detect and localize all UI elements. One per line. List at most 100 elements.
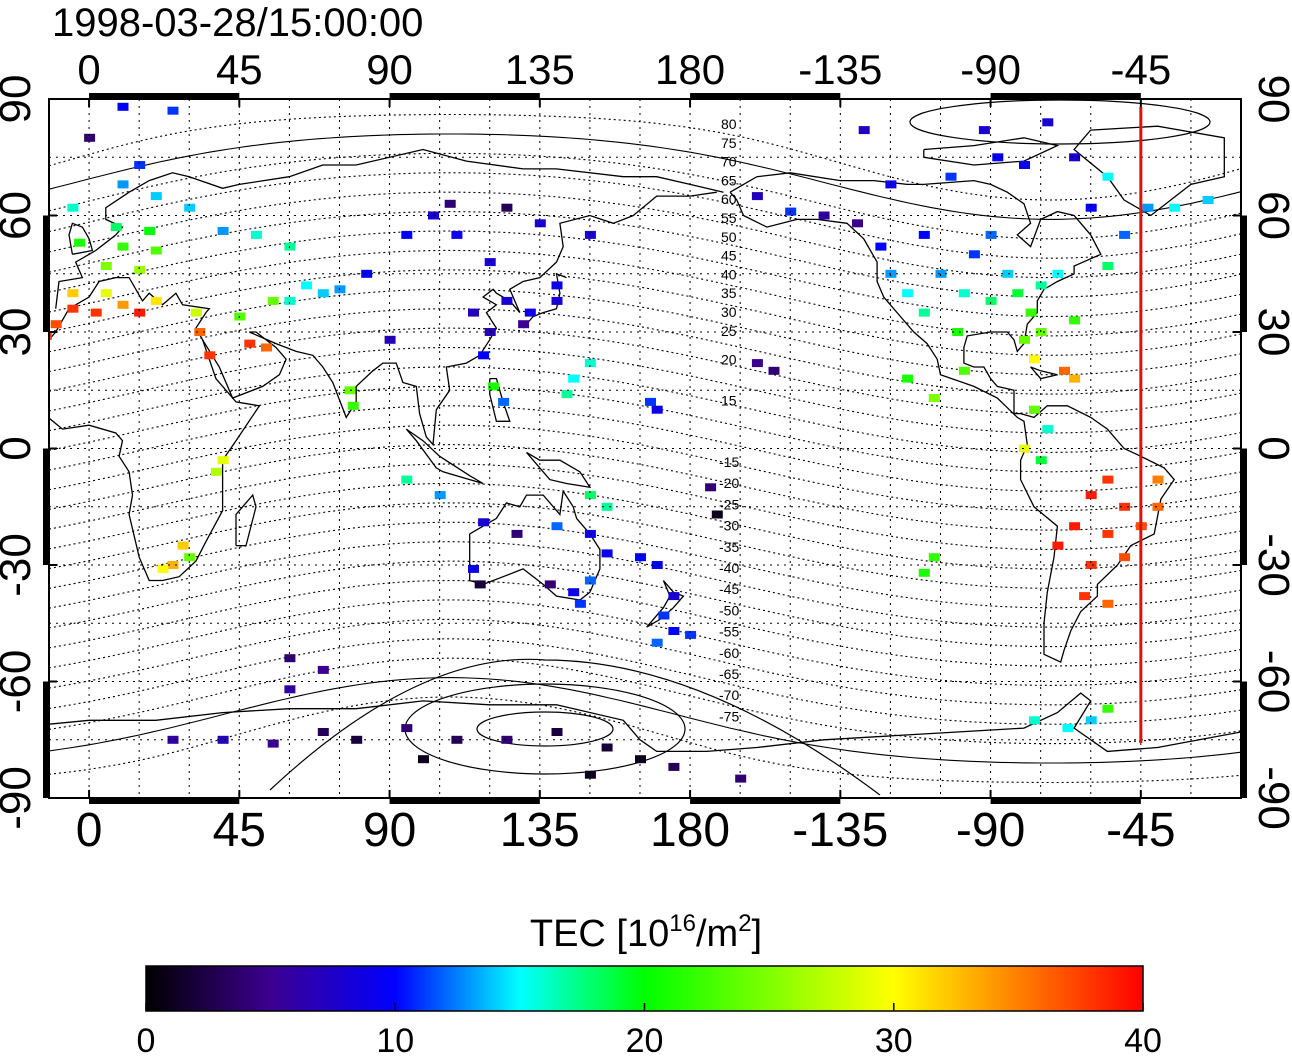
tec-cell	[852, 219, 863, 228]
bottom-lon-label: -135	[792, 804, 888, 857]
tec-cell	[1202, 196, 1214, 204]
tec-cell	[1042, 425, 1054, 434]
tec-cell	[90, 308, 102, 317]
contour-label: 75	[721, 135, 737, 151]
tec-cell	[651, 561, 663, 569]
tec-cell	[217, 456, 229, 465]
tec-cell	[635, 755, 646, 764]
contour-label: 70	[721, 154, 737, 170]
tec-cell	[1102, 599, 1114, 608]
contour-label: -15	[719, 454, 739, 470]
left-lat-label: -60	[0, 650, 40, 714]
mag-contour	[49, 405, 1241, 492]
top-lon-label: 0	[77, 46, 100, 93]
tec-cell	[1069, 153, 1081, 162]
tec-cell	[1085, 203, 1097, 212]
border-bar	[990, 799, 1141, 804]
tec-cell	[444, 199, 456, 208]
tec-cell	[1085, 716, 1097, 725]
tec-cell	[1102, 475, 1114, 484]
tec-cell	[918, 308, 930, 317]
tec-cell	[1035, 281, 1047, 290]
tec-cell	[1119, 230, 1131, 239]
tec-cell	[668, 627, 680, 635]
tec-cell	[217, 227, 229, 235]
mag-contour	[49, 230, 1241, 318]
right-lat-label: 90	[1249, 75, 1292, 124]
tec-cell	[584, 491, 596, 500]
tec-cell	[267, 739, 279, 748]
tec-cell	[1002, 269, 1014, 278]
mag-contour	[49, 269, 1241, 356]
right-lat-label: -30	[1249, 533, 1292, 597]
mag-contour	[49, 152, 1241, 240]
tec-cell	[952, 328, 964, 336]
tec-cell	[1079, 592, 1091, 601]
tec-cell	[1052, 541, 1064, 550]
tec-cell	[167, 106, 179, 115]
border-bar	[690, 93, 841, 98]
tec-cell	[150, 296, 162, 305]
right-lat-label: -60	[1249, 650, 1292, 714]
right-latitude-labels: 90 60 30 0 -30 -60 -90	[1249, 75, 1292, 830]
colorbar-tick-label: 10	[376, 1022, 414, 1057]
contour-label: 80	[721, 116, 737, 132]
bottom-lon-label: 135	[500, 804, 580, 857]
tec-cell	[284, 296, 296, 305]
tec-cell	[117, 180, 129, 189]
colorbar-tick-label: 0	[137, 1022, 156, 1057]
contour-label: 25	[721, 323, 737, 339]
tec-cell	[67, 289, 79, 298]
tec-cell	[428, 211, 439, 220]
tec-cell	[551, 296, 563, 305]
mag-contour	[49, 424, 1241, 512]
frame-ticks	[43, 93, 1247, 804]
tec-cell	[284, 685, 296, 694]
tec-cell	[858, 126, 870, 135]
top-lon-label: 90	[366, 46, 413, 93]
coastline	[923, 137, 1060, 166]
tec-cell	[534, 219, 546, 228]
tec-cell	[217, 735, 229, 744]
tec-cell	[561, 390, 573, 399]
tec-cell	[601, 502, 613, 511]
tec-cell	[968, 250, 980, 259]
mag-contour	[49, 327, 1241, 415]
tec-cell	[768, 366, 780, 375]
bottom-lon-label: 180	[650, 804, 730, 857]
tec-cell	[150, 192, 162, 201]
border-bar	[89, 93, 240, 98]
tec-cell	[584, 576, 596, 585]
contour-label: 65	[721, 172, 737, 188]
border-bar	[43, 681, 48, 798]
mag-contour	[49, 288, 1241, 376]
contour-label: -20	[719, 475, 739, 491]
tec-cell	[958, 366, 970, 375]
coastline	[729, 172, 1176, 664]
tec-cell	[902, 374, 914, 383]
tec-cell	[434, 491, 446, 500]
tec-cell	[928, 394, 940, 402]
mag-contour	[49, 444, 1241, 531]
tec-cell	[501, 296, 513, 305]
tec-cell	[488, 382, 500, 391]
border-bar	[389, 93, 540, 98]
tec-cell	[157, 564, 169, 573]
tec-cell	[1059, 366, 1070, 375]
tec-cell	[935, 269, 947, 278]
tec-cell	[401, 724, 413, 733]
tec-cell	[985, 230, 997, 239]
right-lat-label: -90	[1249, 766, 1292, 830]
mag-contour	[49, 385, 1241, 473]
contour-label: 35	[721, 285, 737, 301]
tec-cell	[100, 289, 112, 298]
top-lon-label: 135	[505, 46, 575, 93]
top-lon-label: -135	[798, 46, 882, 93]
mag-contour	[49, 191, 1241, 279]
bottom-longitude-labels: 0 45 90 135 180 -135 -90 -45	[76, 804, 1176, 857]
tec-cell	[49, 331, 52, 340]
mag-contour	[49, 113, 1241, 201]
tec-cell	[1119, 553, 1131, 562]
tec-cell	[284, 654, 296, 663]
border-bar	[43, 215, 48, 332]
